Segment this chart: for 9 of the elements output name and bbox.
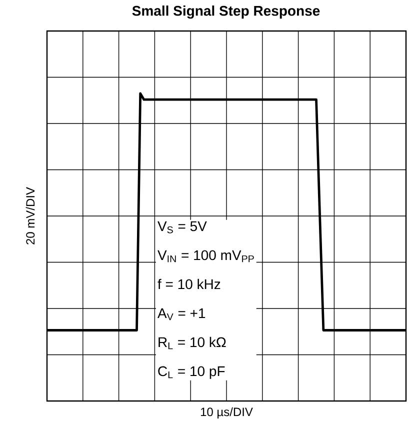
annotation: R$_{L}$ = 10 kΩ — [158, 336, 226, 350]
annotation: V$_{S}$ = 5V — [158, 221, 207, 234]
annotation: f = 10 kHz — [158, 278, 220, 290]
y-axis-title: 20 mV/DIV — [26, 187, 35, 244]
annotation: C$_{L}$ = 10 pF — [158, 366, 225, 379]
chart-title: Small Signal Step Response — [132, 6, 320, 19]
annotation: V$_{IN}$ = 100 mV$_{PP}$ — [158, 250, 254, 262]
x-axis-title: 10 µs/DIV — [200, 407, 253, 419]
annotation: A$_{V}$ = +1 — [158, 308, 206, 320]
